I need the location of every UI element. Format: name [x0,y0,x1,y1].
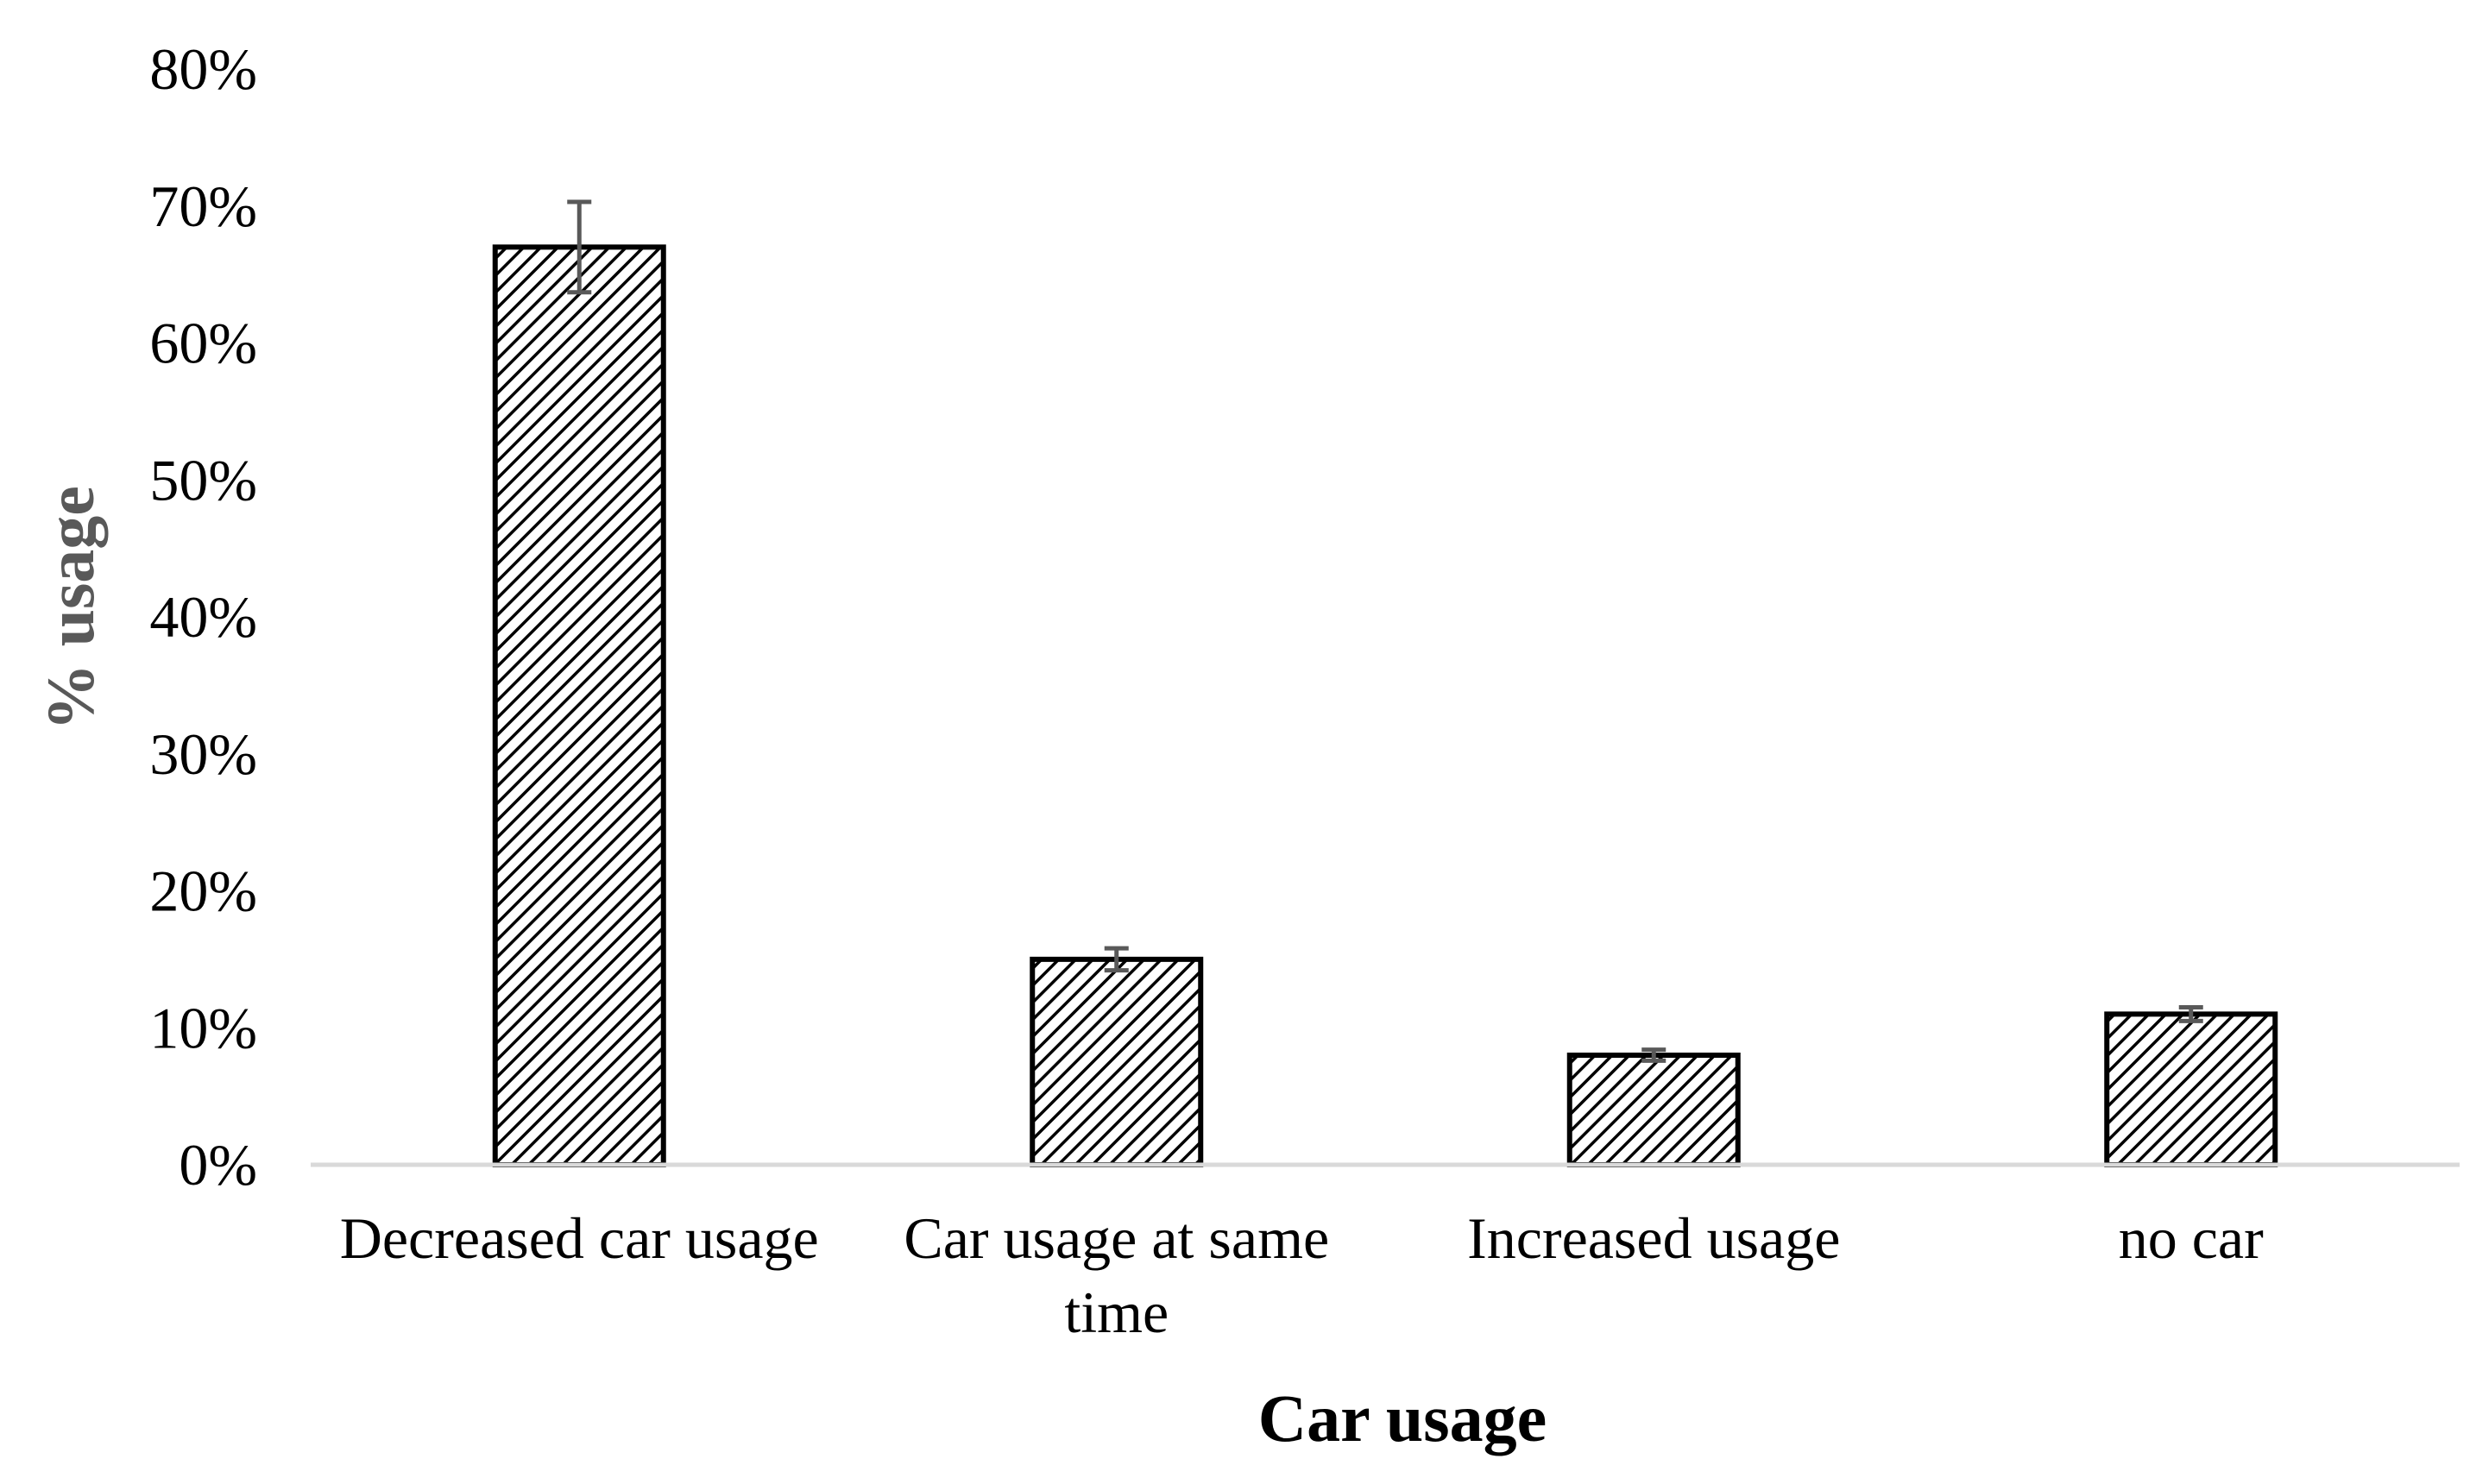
x-tick-label-line: Car usage at same [904,1205,1329,1271]
bar [1566,1053,1741,1167]
error-bar [567,199,592,295]
y-axis-title: % usage [33,486,108,731]
error-bar [2178,1004,2203,1023]
x-tick-label: no car [2119,1205,2264,1271]
y-tick-label: 10% [149,995,257,1060]
x-tick-label-line: time [1064,1280,1169,1345]
error-bars [567,199,2203,1063]
y-tick-label: 60% [149,311,257,376]
bar [2104,1011,2278,1167]
y-tick-label: 30% [149,721,257,787]
bar [1030,956,1204,1167]
x-axis-category-labels: Decreased car usage Car usage at same time… [340,1205,2264,1345]
error-bar [1641,1047,1666,1063]
y-tick-label: 50% [149,447,257,512]
x-tick-label: Decreased car usage [340,1205,819,1271]
bars [492,244,2278,1167]
y-tick-label: 40% [149,584,257,650]
y-tick-label: 70% [149,173,257,239]
error-bar [1104,946,1129,973]
x-axis-title: Car usage [1258,1380,1547,1456]
x-tick-label: Increased usage [1467,1205,1840,1271]
x-tick-label-line: Decreased car usage [340,1205,819,1271]
y-axis-ticks: 0% 10% 20% 30% 40% 50% 60% 70% 80% [149,36,257,1198]
bar [492,244,666,1167]
x-tick-label-line: Increased usage [1467,1205,1840,1271]
x-tick-label-line: no car [2119,1205,2264,1271]
x-tick-label: Car usage at same time [904,1205,1329,1345]
y-tick-label: 80% [149,36,257,102]
y-tick-label: 0% [179,1132,257,1198]
y-tick-label: 20% [149,858,257,924]
